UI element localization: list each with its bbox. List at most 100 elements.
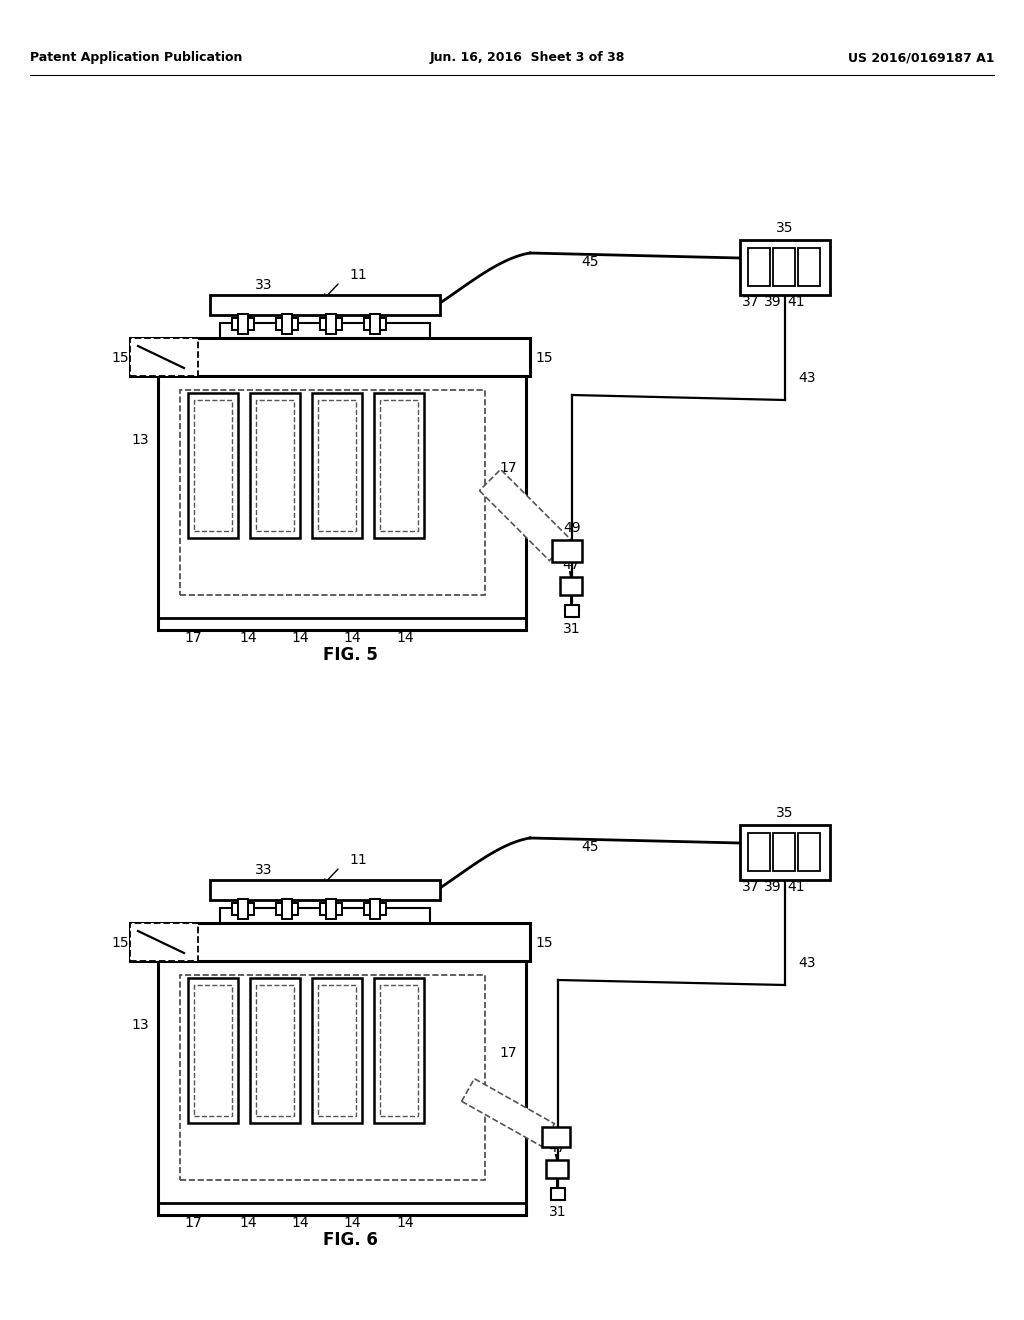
Text: 31: 31 [549,1205,567,1218]
Text: 14: 14 [343,631,360,645]
Polygon shape [462,1078,554,1146]
Text: 43: 43 [799,956,816,970]
Bar [220,323,430,338]
Text: 13: 13 [131,1018,148,1032]
Bar [364,903,386,915]
Text: 15: 15 [536,936,553,950]
Bar [542,1127,570,1147]
Text: 14: 14 [240,1216,257,1230]
Text: 11: 11 [349,853,367,867]
Text: 17: 17 [499,1045,517,1060]
Bar [318,400,356,531]
Text: 14: 14 [396,1216,414,1230]
Bar [326,899,336,919]
Bar [250,978,300,1123]
Bar [158,957,526,1214]
Bar [319,318,342,330]
Bar [232,318,254,330]
Bar [232,903,254,915]
Bar [194,985,232,1115]
Bar [748,833,770,871]
Bar [551,1188,565,1200]
Text: Jun. 16, 2016  Sheet 3 of 38: Jun. 16, 2016 Sheet 3 of 38 [430,51,626,65]
Bar [312,393,362,539]
Bar [282,899,292,919]
Text: 14: 14 [343,1216,360,1230]
Bar [319,903,342,915]
Bar [130,338,530,376]
Bar [250,393,300,539]
Text: 39: 39 [764,880,781,894]
Text: 15: 15 [536,351,553,366]
Text: 14: 14 [396,631,414,645]
Text: 15: 15 [112,351,129,366]
Bar [748,248,770,286]
Text: 45: 45 [582,840,599,854]
Text: 39: 39 [764,294,781,309]
Bar [188,393,238,539]
Text: 17: 17 [499,461,517,475]
Bar [380,985,418,1115]
Bar [210,294,440,315]
Bar [560,577,582,595]
Bar [374,978,424,1123]
Text: 17: 17 [184,1216,202,1230]
Text: 13: 13 [131,433,148,447]
Bar [312,978,362,1123]
Bar [210,880,440,900]
Text: FIG. 5: FIG. 5 [323,645,378,664]
Bar [130,923,198,961]
Text: 41: 41 [787,880,805,894]
Bar [256,400,294,531]
Text: 31: 31 [563,622,581,636]
Bar [364,318,386,330]
Text: 35: 35 [776,807,794,820]
Bar [238,899,248,919]
Bar [130,338,198,376]
Text: US 2016/0169187 A1: US 2016/0169187 A1 [848,51,994,65]
Bar [220,908,430,923]
Bar [370,899,380,919]
Text: Patent Application Publication: Patent Application Publication [30,51,243,65]
Bar [546,1160,568,1177]
Text: 45: 45 [582,255,599,269]
Text: 33: 33 [255,863,272,876]
Bar [318,985,356,1115]
Bar [326,314,336,334]
Text: 33: 33 [255,279,272,292]
Bar [740,240,830,294]
Bar [180,975,485,1180]
Text: 14: 14 [291,1216,309,1230]
Bar [565,605,579,616]
Bar [380,400,418,531]
Bar [773,833,795,871]
Bar [276,318,298,330]
Text: 25: 25 [293,880,310,894]
Polygon shape [479,470,570,561]
Bar [370,314,380,334]
Bar [188,978,238,1123]
Text: 37: 37 [742,294,760,309]
Text: 37: 37 [742,880,760,894]
Text: 14: 14 [291,631,309,645]
Bar [740,825,830,880]
Bar [158,372,526,630]
Bar [238,314,248,334]
Bar [552,540,582,562]
Text: 15: 15 [112,936,129,950]
Bar [130,923,530,961]
Text: 25: 25 [293,294,310,309]
Text: FIG. 6: FIG. 6 [323,1232,378,1249]
Text: 17: 17 [184,631,202,645]
Text: 41: 41 [787,294,805,309]
Text: 11: 11 [349,268,367,282]
Text: 47: 47 [548,1140,565,1155]
Bar [194,400,232,531]
Bar [773,248,795,286]
Bar [180,389,485,595]
Text: 47: 47 [562,558,580,572]
Bar [798,833,820,871]
Bar [282,314,292,334]
Bar [276,903,298,915]
Bar [798,248,820,286]
